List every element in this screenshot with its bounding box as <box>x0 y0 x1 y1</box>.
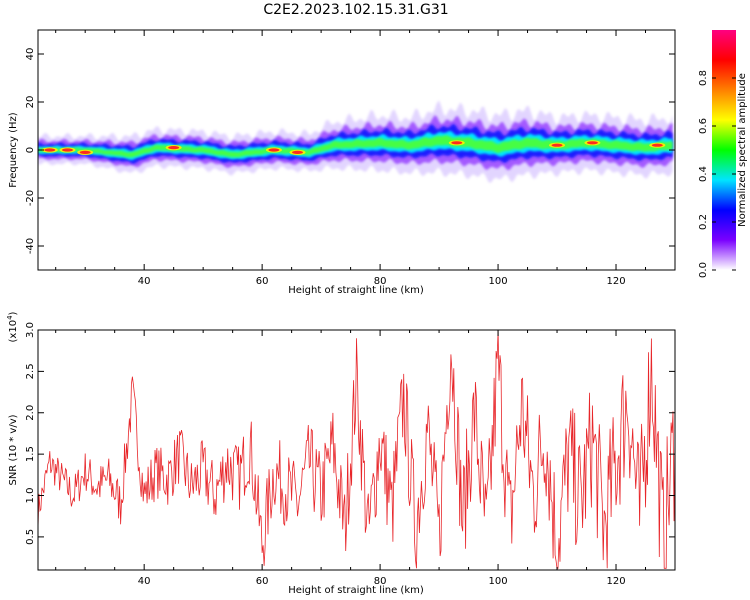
spectrogram-y-tick-label: 40 <box>25 48 36 61</box>
colorbar-label: Normalized spectral amplitude <box>737 73 748 227</box>
snr-panel: 40 60 80 100 120 0.5 1.0 1.5 2.0 2.5 3.0 Height o… <box>6 311 676 596</box>
spectrogram-x-tick-label: 80 <box>374 276 387 287</box>
snr-x-tick-label: 120 <box>606 576 625 587</box>
snr-y-label: SNR (10 * v/v) <box>8 414 19 485</box>
snr-y-scale-exp: 4 <box>6 315 14 320</box>
colorbar: 0.0 0.2 0.4 0.6 0.8 Normalized spectral ampl… <box>698 30 748 278</box>
colorbar-bar <box>712 30 736 270</box>
spectrogram-y-tick-label: 0 <box>25 147 36 153</box>
colorbar-tick-label: 0.0 <box>698 262 709 278</box>
snr-x-tick-label: 80 <box>374 576 387 587</box>
snr-y-scale-close: ) <box>8 311 19 315</box>
snr-y-tick-label: 3.0 <box>25 322 36 338</box>
snr-series-line <box>38 330 675 569</box>
snr-x-ticks: 40 60 80 100 120 <box>55 330 676 587</box>
spectrogram-hotspot <box>268 148 280 152</box>
spectrogram-hotspot <box>551 143 563 147</box>
snr-x-tick-label: 60 <box>256 576 269 587</box>
snr-y-ticks: 0.5 1.0 1.5 2.0 2.5 3.0 <box>25 322 675 545</box>
spectrogram-x-tick-label: 100 <box>489 276 508 287</box>
spectrogram-hotspot <box>61 148 73 152</box>
figure-title: C2E2.2023.102.15.31.G31 <box>263 2 448 18</box>
spectrogram-x-tick-label: 40 <box>138 276 151 287</box>
colorbar-tick-label: 0.2 <box>698 214 709 230</box>
spectrogram-band <box>38 100 673 183</box>
spectrogram-x-ticks: 40 60 80 100 120 <box>55 30 676 287</box>
snr-y-tick-label: 2.0 <box>25 405 36 421</box>
spectrogram-hotspot <box>292 150 304 154</box>
spectrogram-hotspot <box>651 143 663 147</box>
snr-y-tick-label: 0.5 <box>25 529 36 545</box>
spectrogram-band-layer <box>38 135 673 158</box>
spectrogram-hotspot <box>79 150 91 154</box>
spectrogram-y-tick-label: -40 <box>25 238 36 254</box>
snr-y-tick-label: 2.5 <box>25 363 36 379</box>
snr-y-scale-base: (x10 <box>8 320 19 343</box>
spectrogram-y-label: Frequency (Hz) <box>8 112 19 188</box>
spectrogram-hotspot <box>586 141 598 145</box>
colorbar-tick-label: 0.4 <box>698 166 709 182</box>
spectrogram-y-tick-label: 20 <box>25 96 36 109</box>
snr-x-label: Height of straight line (km) <box>288 585 424 596</box>
snr-y-tick-label: 1.0 <box>25 488 36 504</box>
spectrogram-y-tick-label: -20 <box>25 190 36 206</box>
spectrogram-y-ticks: -40 -20 0 20 40 <box>25 48 675 254</box>
spectrogram-panel: 40 60 80 100 120 -40 -20 0 20 40 Height of strai… <box>8 29 676 296</box>
snr-frame <box>37 329 676 571</box>
snr-x-tick-label: 40 <box>138 576 151 587</box>
snr-y-tick-label: 1.5 <box>25 446 36 462</box>
spectrogram-x-tick-label: 60 <box>256 276 269 287</box>
colorbar-ticks: 0.0 0.2 0.4 0.6 0.8 <box>698 70 736 278</box>
spectrogram-x-tick-label: 120 <box>606 276 625 287</box>
spectrogram-x-label: Height of straight line (km) <box>288 285 424 296</box>
spectrogram-hotspot <box>451 141 463 145</box>
spectrogram-hotspot <box>168 146 180 150</box>
snr-y-scale: (x104) <box>6 311 19 342</box>
colorbar-tick-label: 0.6 <box>698 118 709 134</box>
spectrogram-hotspot <box>44 148 56 152</box>
snr-x-tick-label: 100 <box>489 576 508 587</box>
svg-text:(x104): (x104) <box>6 311 19 342</box>
colorbar-tick-label: 0.8 <box>698 70 709 86</box>
